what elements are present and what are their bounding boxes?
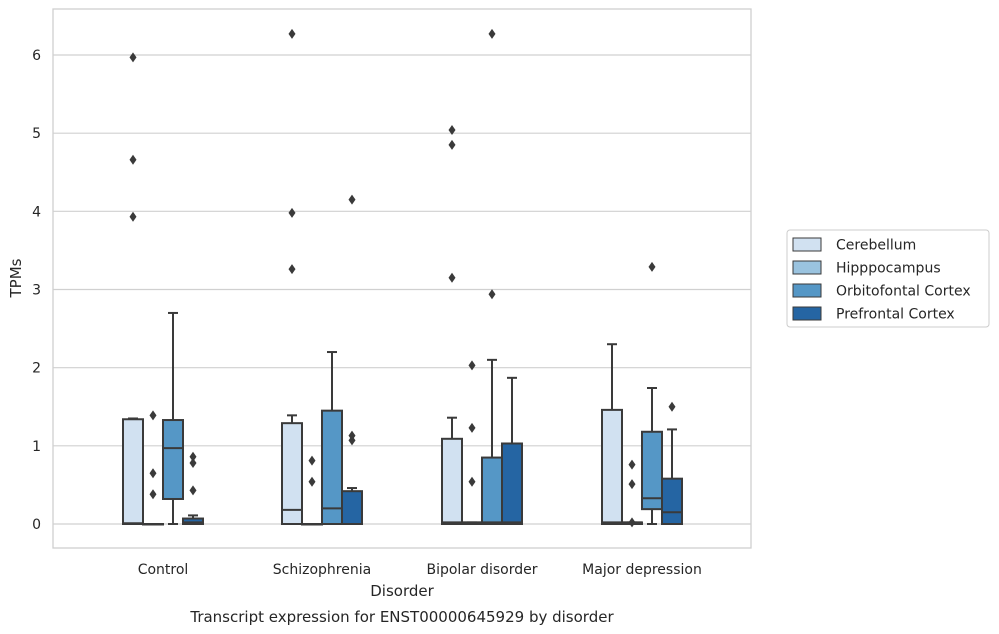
outlier-point: [668, 401, 676, 412]
box-body: [182, 517, 204, 525]
box-hipppocampus-3: [621, 459, 643, 528]
box-body: [641, 430, 663, 511]
box-series-layer: [122, 28, 683, 528]
legend: Cerebellum Hipppocampus Orbitofontal Corte…: [786, 229, 990, 328]
box-cerebellum-1: [281, 28, 303, 526]
y-tick-label: 1: [32, 439, 41, 455]
outlier-point: [129, 154, 137, 165]
outlier-point: [448, 272, 456, 283]
x-tick-label: Schizophrenia: [273, 562, 371, 578]
box-cerebellum-0: [122, 52, 144, 525]
box-body: [601, 408, 623, 526]
x-tick-label: Major depression: [582, 562, 702, 578]
y-tick-label: 3: [32, 283, 41, 299]
box-prefrontal-cortex-3: [661, 401, 683, 525]
outlier-point: [308, 455, 316, 466]
legend-swatch: [792, 283, 822, 298]
outlier-point: [149, 410, 157, 421]
outlier-point: [189, 451, 197, 462]
chart-caption: Transcript expression for ENST0000064592…: [189, 608, 614, 626]
box-body: [501, 442, 523, 526]
x-tick-label: Bipolar disorder: [426, 562, 537, 578]
outlier-point: [628, 479, 636, 490]
outlier-point: [468, 476, 476, 487]
box-hipppocampus-2: [461, 360, 483, 525]
outlier-point: [488, 28, 496, 39]
outlier-point: [628, 459, 636, 470]
legend-swatch: [792, 237, 822, 252]
box-body: [441, 437, 463, 526]
legend-swatch: [792, 306, 822, 321]
outlier-point: [488, 289, 496, 300]
box-prefrontal-cortex-0: [182, 451, 204, 525]
outlier-point: [348, 430, 356, 441]
outlier-point: [129, 52, 137, 63]
box-cerebellum-3: [601, 343, 623, 526]
x-tick-label: Control: [138, 562, 189, 578]
outlier-point: [308, 476, 316, 487]
outlier-point: [288, 207, 296, 218]
outlier-point: [348, 194, 356, 205]
legend-label: Prefrontal Cortex: [836, 307, 955, 323]
box-orbitofontal-cortex-0: [162, 311, 184, 525]
y-tick-label: 4: [32, 204, 41, 220]
outlier-point: [129, 211, 137, 222]
box-cerebellum-2: [441, 125, 463, 526]
box-body: [122, 418, 144, 525]
box-hipppocampus-0: [142, 410, 164, 526]
outlier-point: [448, 125, 456, 136]
box-body: [162, 419, 184, 500]
box-body: [481, 456, 503, 525]
box-orbitofontal-cortex-1: [321, 351, 343, 525]
box-prefrontal-cortex-2: [501, 376, 523, 526]
outlier-point: [189, 458, 197, 469]
y-tick-label: 5: [32, 126, 41, 142]
legend-label: Hipppocampus: [836, 261, 941, 277]
outlier-point: [288, 28, 296, 39]
legend-frame: [786, 229, 990, 328]
box-orbitofontal-cortex-3: [641, 261, 663, 525]
outlier-point: [648, 261, 656, 272]
legend-label: Cerebellum: [836, 238, 916, 254]
outlier-point: [628, 517, 636, 528]
outlier-point: [468, 422, 476, 433]
outlier-point: [468, 360, 476, 371]
box-body: [341, 490, 363, 526]
legend-label: Orbitofontal Cortex: [836, 284, 971, 300]
outlier-point: [149, 468, 157, 479]
box-body: [321, 409, 343, 525]
x-tick-labels: Control Schizophrenia Bipolar disorder Majo…: [138, 562, 702, 578]
y-tick-labels: 0 1 2 3 4 5 6: [32, 48, 41, 533]
outlier-point: [189, 485, 197, 496]
outlier-point: [149, 489, 157, 500]
plot-area-frame: [52, 8, 752, 549]
box-prefrontal-cortex-1: [341, 194, 363, 526]
outlier-point: [448, 139, 456, 150]
y-tick-label: 0: [32, 517, 41, 533]
box-hipppocampus-1: [301, 455, 323, 526]
outlier-point: [288, 264, 296, 275]
y-axis-label: TPMs: [7, 258, 25, 298]
y-tick-label: 2: [32, 361, 41, 377]
box-orbitofontal-cortex-2: [481, 28, 503, 525]
box-body: [661, 477, 683, 525]
x-axis-label: Disorder: [370, 582, 434, 600]
legend-swatch: [792, 260, 822, 275]
box-body: [281, 422, 303, 526]
y-tick-label: 6: [32, 48, 41, 64]
